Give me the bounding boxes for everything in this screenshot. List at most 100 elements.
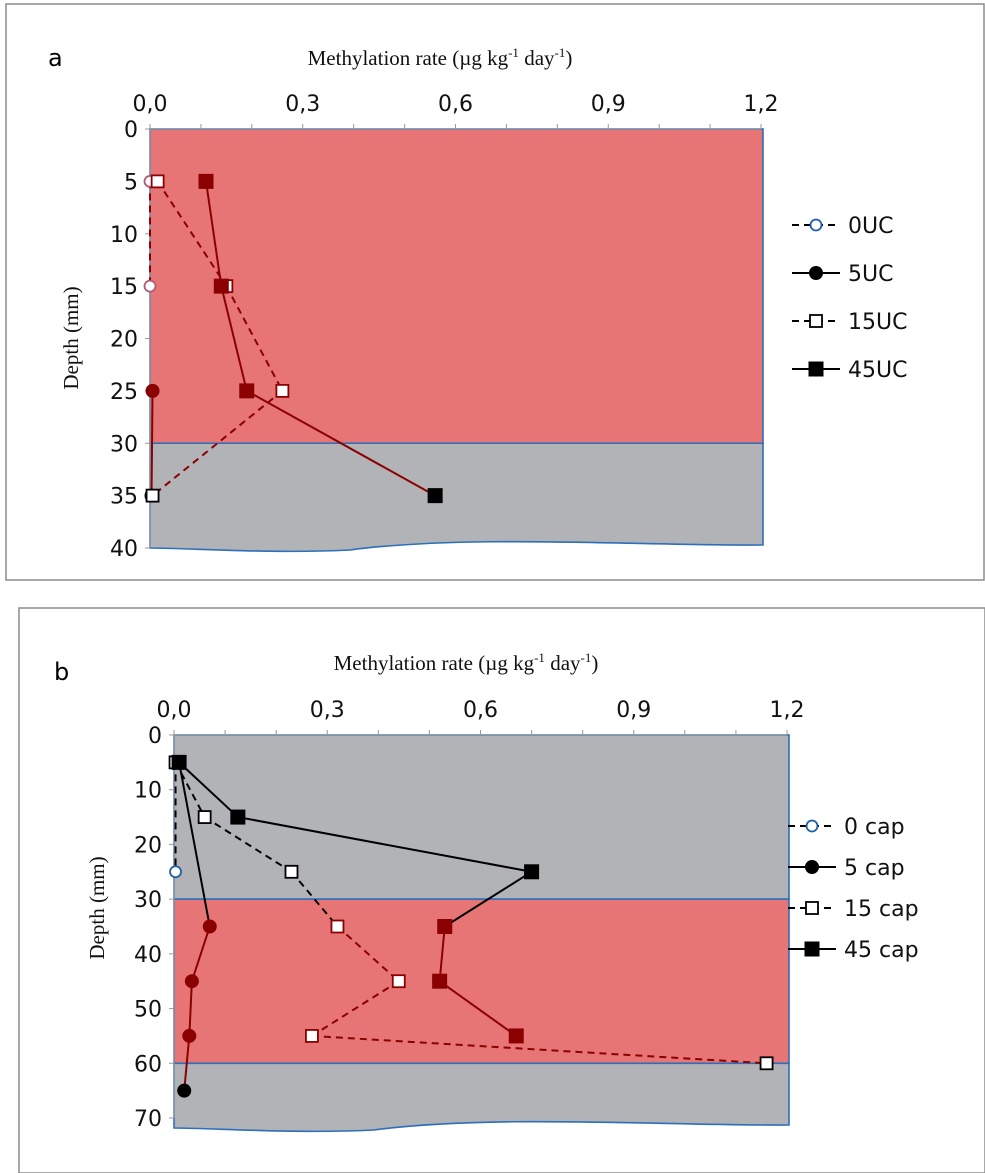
a-y-tick-label: 35	[110, 485, 138, 510]
b-series-2-point	[284, 864, 299, 879]
b-series-3-point	[230, 809, 246, 825]
b-x-tick-label: 0,6	[463, 698, 498, 723]
b-legend-marker-3	[804, 941, 820, 957]
panel-a: a 0,0 0,3 0,6 0,9 1,2 0 5 10 15 20 25 30 35 40 Methyla…	[5, 3, 985, 581]
panel-b-plot: 0,0 0,3 0,6 0,9 1,2 0 10 20 30 40 50 60 70 Methylatio…	[85, 650, 805, 1133]
a-x-axis-title-exp2: -1	[555, 45, 566, 60]
a-series-3-point	[239, 383, 255, 399]
b-series-1-segment	[183, 1035, 191, 1091]
panel-b: b 0,0 0,3 0,6 0,9 1,2 0 10 20 30 40 50 60 70 Methylat…	[18, 607, 985, 1173]
b-series-2-segment	[336, 925, 400, 982]
panel-a-plot: 0,0 0,3 0,6 0,9 1,2 0 5 10 15 20 25 30 35 40 Methylati…	[59, 45, 779, 562]
b-y-tick-label: 0	[148, 724, 162, 749]
a-legend-label-3: 45UC	[848, 358, 907, 383]
a-series-2-segment	[225, 285, 284, 392]
a-x-axis-title-exp1: -1	[508, 45, 519, 60]
a-y-tick-label: 20	[110, 328, 138, 353]
b-x-tick-label: 1,2	[770, 698, 805, 723]
b-x-tick-label: 0,9	[616, 698, 651, 723]
b-x-tick-label: 0,3	[310, 698, 345, 723]
b-x-axis-title-end: )	[591, 651, 598, 675]
a-x-tick-label: 0,3	[285, 92, 320, 117]
b-series-3-segment	[237, 816, 532, 873]
a-x-tick-label: 1,2	[744, 92, 779, 117]
a-series-3-point	[213, 278, 229, 294]
a-x-axis-title-end: )	[565, 46, 572, 70]
a-series-3	[198, 173, 443, 504]
panel-b-label: b	[54, 658, 69, 686]
b-legend-label-0: 0 cap	[844, 815, 905, 840]
b-legend-label-2: 15 cap	[844, 897, 919, 922]
a-series-1-point	[145, 383, 160, 398]
a-series-3-segment	[246, 390, 436, 497]
b-zone-red-1	[173, 898, 790, 1065]
b-series-2-point	[197, 810, 212, 824]
b-series-3-segment	[444, 870, 533, 928]
a-x-tick-label: 0,9	[591, 92, 626, 117]
a-legend-marker-3	[808, 361, 824, 377]
panel-a-legend: 0UC 5UC 15UC 45UC	[792, 214, 907, 383]
b-series-0-point	[169, 865, 182, 879]
b-series-1-point	[202, 919, 217, 934]
b-series-3-segment	[439, 980, 517, 1037]
b-series-2-segment	[311, 980, 400, 1037]
b-x-axis-title-mid: day	[545, 651, 581, 675]
b-series-3-point	[432, 973, 448, 989]
a-x-tick-label: 0,6	[438, 92, 473, 117]
b-y-tick-label: 60	[134, 1052, 162, 1077]
b-series-3-point	[524, 864, 540, 880]
b-series-2-point	[330, 919, 345, 934]
b-series-2-segment	[204, 816, 293, 873]
b-series-1-point	[177, 1083, 192, 1098]
b-legend-marker-0	[805, 819, 819, 833]
a-y-tick-label: 10	[110, 223, 138, 248]
a-series-1-segment	[150, 390, 154, 496]
b-series-1-segment	[178, 762, 211, 927]
a-x-axis-title-main: Methylation rate (µg kg	[308, 46, 509, 70]
b-series-3-point	[508, 1028, 524, 1044]
b-series-2-point	[305, 1029, 319, 1043]
b-legend-marker-2	[805, 901, 819, 915]
a-y-tick-label: 0	[124, 118, 138, 143]
b-zone-grey-0	[173, 734, 790, 900]
b-y-axis-title: Depth (mm)	[85, 856, 109, 959]
a-y-tick-label: 5	[124, 170, 138, 195]
b-series-2-segment	[174, 761, 206, 818]
b-legend-marker-1	[805, 860, 819, 874]
b-legend-label-3: 45 cap	[844, 938, 919, 963]
b-x-axis-title-main: Methylation rate (µg kg	[334, 651, 535, 675]
panel-b-legend: 0 cap 5 cap 15 cap 45 cap	[788, 815, 919, 963]
a-legend-label-1: 5UC	[848, 262, 893, 287]
b-series-3-point	[437, 919, 453, 934]
b-x-axis-title-exp1: -1	[534, 650, 545, 665]
a-zone-grey-1	[149, 442, 764, 553]
b-series-3-segment	[178, 761, 239, 818]
a-legend-marker-2	[809, 314, 823, 328]
b-y-tick-label: 20	[134, 833, 162, 858]
a-legend-label-0: 0UC	[848, 214, 893, 239]
b-series-2-point	[391, 974, 406, 989]
a-series-2-segment	[151, 390, 284, 497]
b-legend-label-1: 5 cap	[844, 856, 905, 881]
a-series-2-point	[145, 488, 160, 503]
b-zone-grey-2	[173, 1062, 790, 1133]
a-x-axis-title: Methylation rate (µg kg-1 day-1)	[308, 45, 573, 70]
a-series-2-segment	[156, 180, 228, 287]
b-y-tick-label: 30	[134, 888, 162, 913]
b-y-tick-label: 10	[134, 779, 162, 804]
a-y-tick-label: 40	[110, 537, 138, 562]
b-series-2-point	[759, 1056, 774, 1071]
b-y-tick-label: 70	[134, 1107, 162, 1132]
b-x-axis-title: Methylation rate (µg kg-1 day-1)	[334, 650, 599, 675]
a-legend-marker-1	[809, 266, 823, 280]
a-series-3-segment	[220, 285, 248, 392]
b-series-1-segment	[190, 926, 211, 982]
b-series-3-point	[171, 754, 187, 770]
a-y-tick-label: 15	[110, 275, 138, 300]
b-series-1-point	[184, 974, 199, 989]
b-x-axis-title-exp2: -1	[581, 650, 592, 665]
b-x-tick-label: 0,0	[157, 698, 192, 723]
b-y-tick-label: 40	[134, 943, 162, 968]
b-series-2-segment	[311, 1034, 767, 1065]
